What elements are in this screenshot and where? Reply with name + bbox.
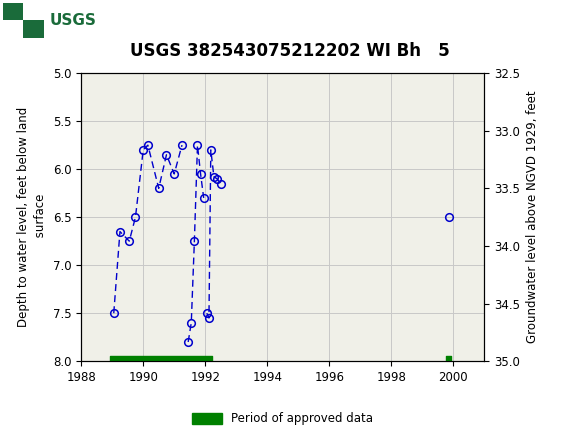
Bar (3, 3, 23, 20)
Bar (23, 20, 44, 37)
Legend: Period of approved data: Period of approved data (187, 408, 378, 430)
Text: USGS 382543075212202 WI Bh   5: USGS 382543075212202 WI Bh 5 (130, 42, 450, 60)
Y-axis label: Groundwater level above NGVD 1929, feet: Groundwater level above NGVD 1929, feet (525, 91, 539, 344)
Y-axis label: Depth to water level, feet below land
 surface: Depth to water level, feet below land su… (17, 107, 48, 327)
Bar (3, 3, 84, 37)
Text: USGS: USGS (49, 13, 96, 28)
